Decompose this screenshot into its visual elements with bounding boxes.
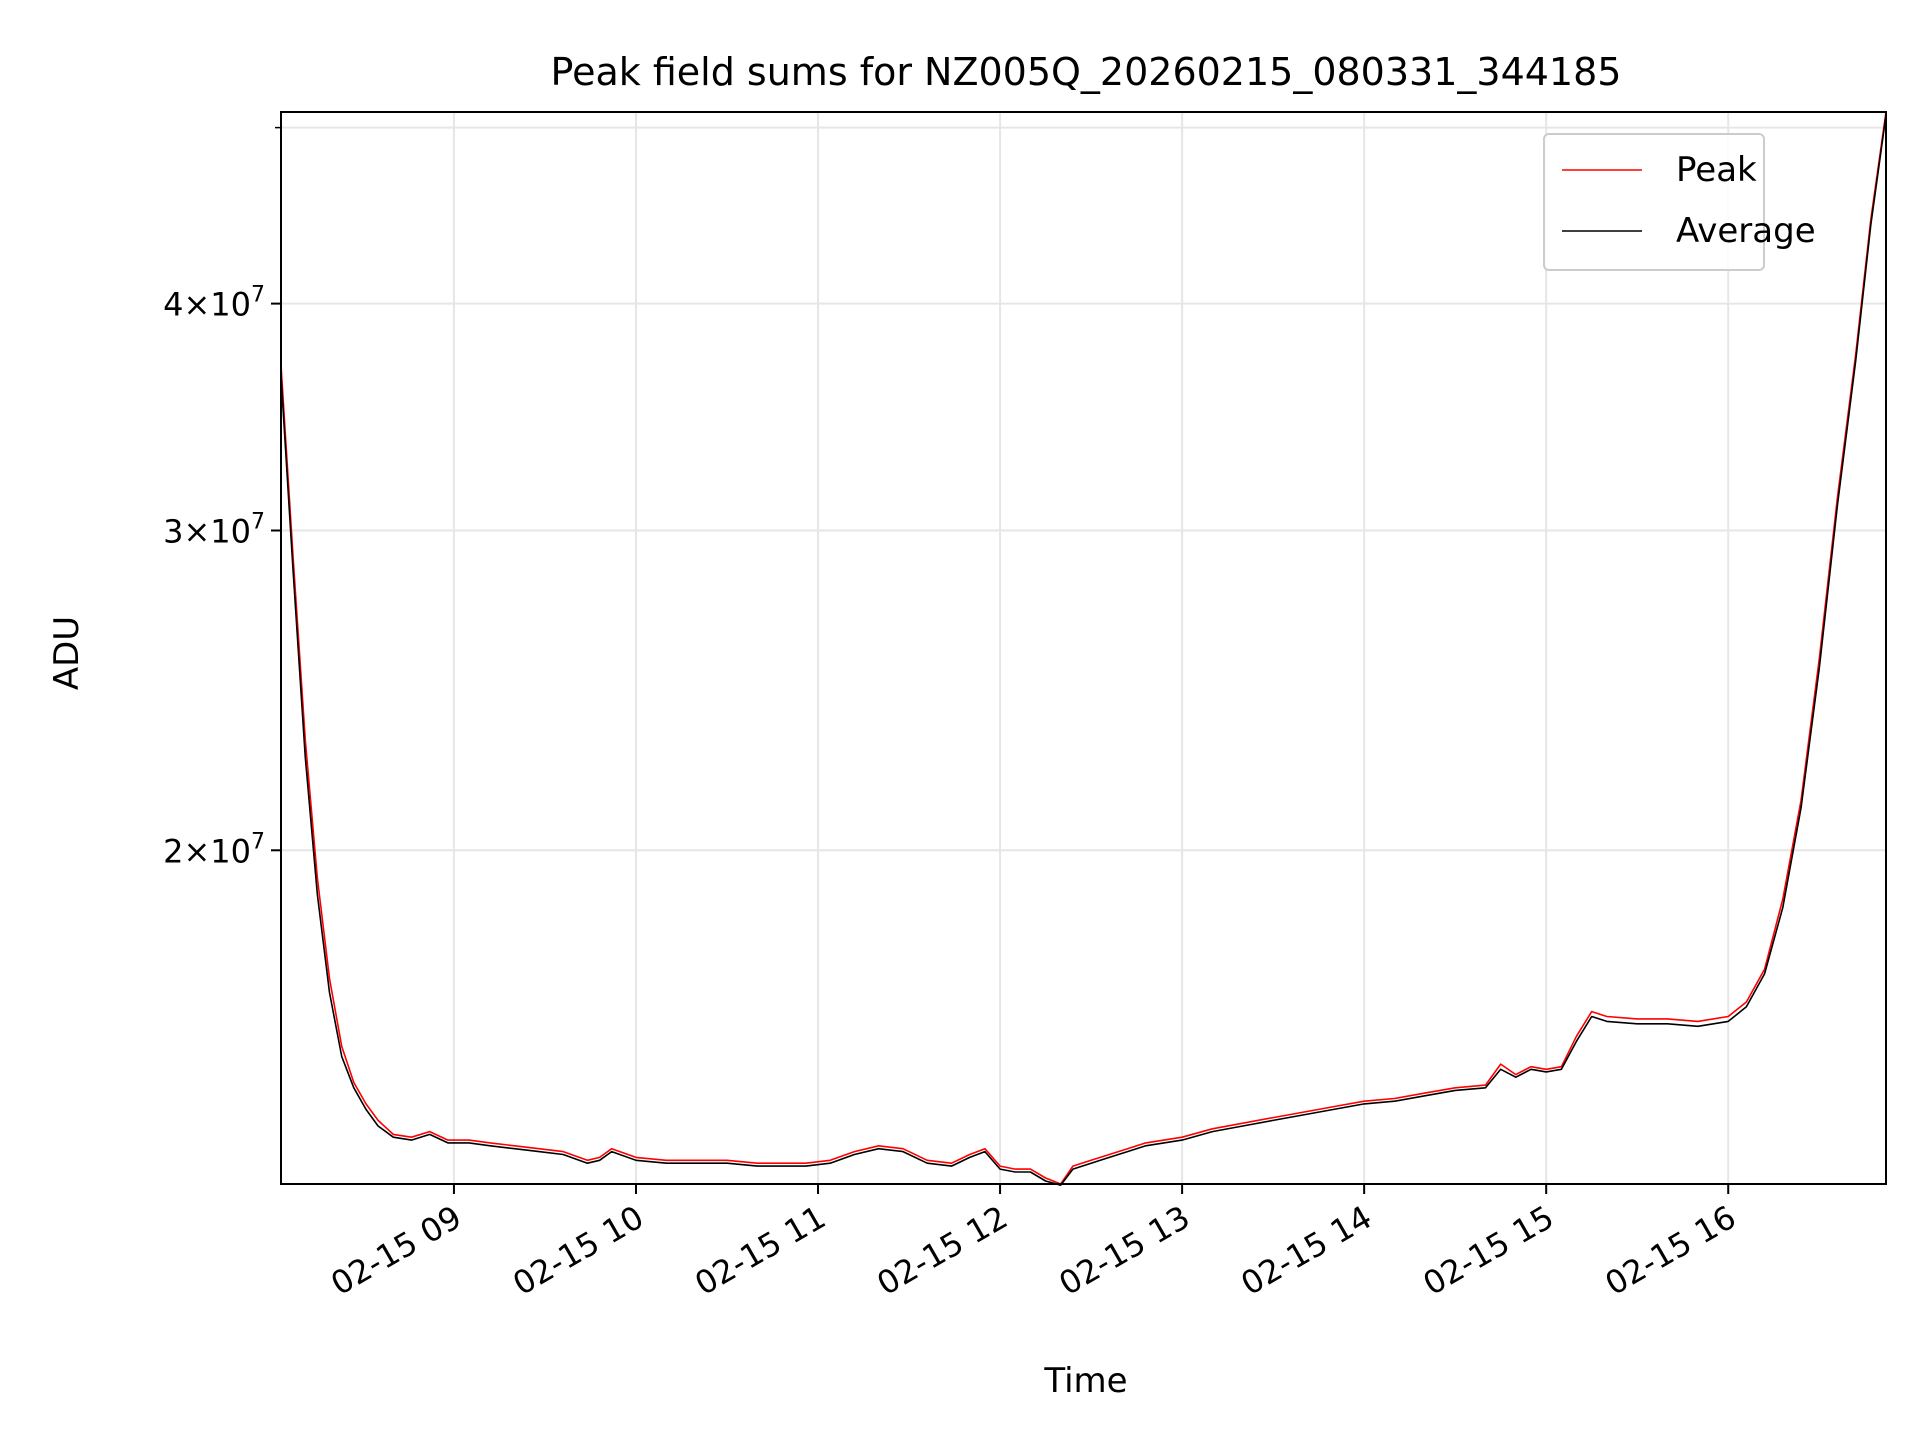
chart-title: Peak field sums for NZ005Q_20260215_0803… (551, 50, 1622, 94)
legend-average-label: Average (1676, 211, 1816, 251)
y-tick-label: 3×107 (163, 510, 265, 551)
legend-box (1543, 133, 1765, 271)
series-layer (280, 111, 1887, 1186)
x-axis-label: Time (1043, 1361, 1127, 1401)
series-line-average (280, 114, 1887, 1186)
legend: Peak Average (1543, 133, 1816, 271)
grid (281, 112, 1886, 1184)
y-tick-label: 2×107 (163, 829, 265, 870)
series-line-peak (280, 111, 1887, 1185)
y-axis-label: ADU (47, 616, 87, 690)
legend-peak-label: Peak (1676, 150, 1757, 190)
plot-frame (280, 111, 1887, 1185)
y-tick-label: 4×107 (163, 283, 265, 324)
